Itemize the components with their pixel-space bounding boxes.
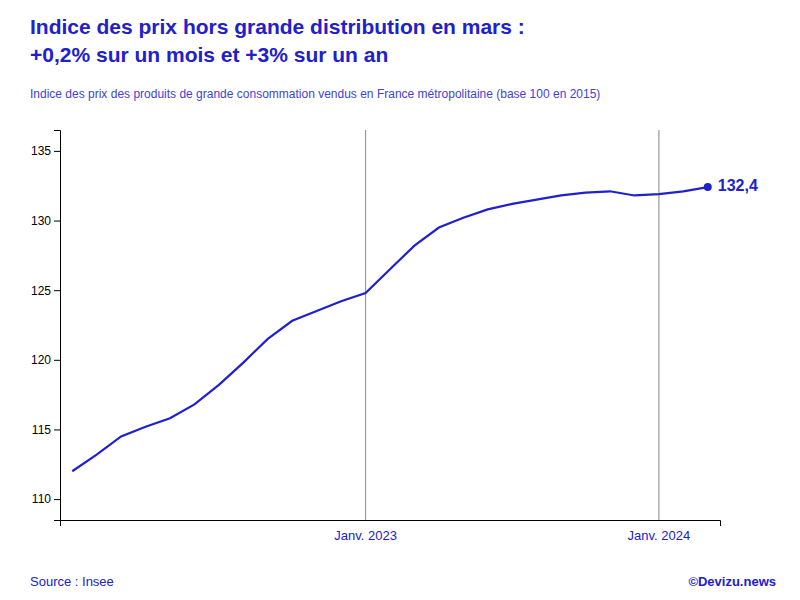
- y-axis: 110 115 120 125 130 135: [31, 131, 61, 521]
- vline-label: Janv. 2023: [334, 528, 397, 543]
- x-axis: [61, 521, 721, 527]
- y-tick-mark: [54, 290, 60, 291]
- y-tick-mark: [54, 429, 60, 430]
- y-tick-mark: [54, 221, 60, 222]
- point-label: 132,4: [718, 177, 758, 194]
- title: Indice des prix hors grande distribution…: [30, 15, 525, 38]
- vline-label: Janv. 2024: [628, 528, 691, 543]
- y-tick-mark: [54, 499, 60, 500]
- y-tick-label: 135: [31, 144, 51, 158]
- chart: Indice des prix hors grande distribution…: [0, 0, 800, 600]
- y-tick: 130: [31, 214, 60, 228]
- plot: 110 115 120 125 130 135 Janv. 2023 Janv. 2024 13…: [31, 130, 758, 543]
- y-tick: 120: [31, 353, 60, 367]
- title: +0,2% sur un mois et +3% sur un an: [30, 43, 388, 66]
- y-axis-line: [54, 131, 61, 521]
- y-tick-mark: [54, 360, 60, 361]
- x-axis-line: [61, 521, 721, 527]
- annotations: Janv. 2023 Janv. 2024 132,4: [334, 177, 758, 543]
- footer: Source : Insee: [30, 574, 114, 589]
- y-tick: 110: [32, 492, 60, 506]
- last-point: [704, 183, 712, 191]
- y-tick-label: 125: [31, 284, 51, 298]
- vline: [365, 130, 366, 520]
- vline: [658, 130, 659, 520]
- subtitle: Indice des prix des produits de grande c…: [30, 87, 600, 101]
- marks: [72, 130, 712, 520]
- y-tick-label: 115: [32, 423, 51, 437]
- y-tick-mark: [54, 151, 60, 152]
- y-tick-label: 110: [32, 492, 51, 506]
- y-tick: 115: [32, 423, 60, 437]
- y-tick-label: 120: [31, 353, 51, 367]
- line: [72, 187, 708, 471]
- y-tick-label: 130: [31, 214, 51, 228]
- y-tick: 125: [31, 284, 60, 298]
- y-tick: 135: [31, 144, 60, 158]
- footer: ©Devizu.news: [688, 574, 776, 589]
